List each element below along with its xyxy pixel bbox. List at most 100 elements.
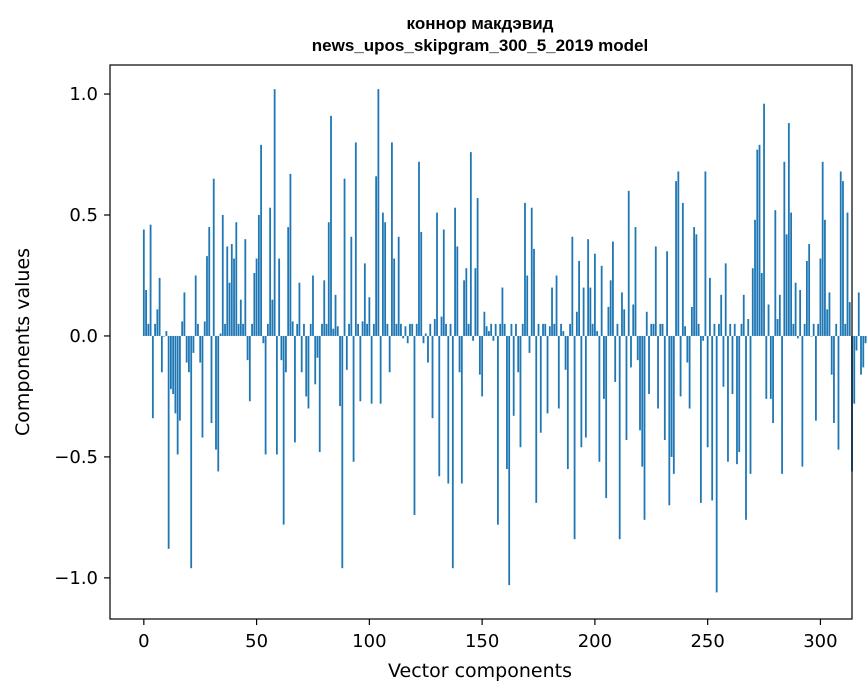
bar <box>578 260 580 336</box>
bar <box>145 289 147 336</box>
bar <box>352 335 355 462</box>
bar <box>776 319 779 336</box>
bar <box>415 323 418 336</box>
bar <box>255 258 258 336</box>
bar <box>772 335 774 424</box>
bar <box>670 335 673 457</box>
bar <box>711 335 714 501</box>
bar <box>593 253 596 336</box>
bar <box>729 323 732 336</box>
bar <box>237 323 240 336</box>
y-axis-label: Components values <box>12 248 34 436</box>
bar <box>158 277 161 336</box>
bar <box>598 335 601 462</box>
bar <box>375 176 378 336</box>
bar <box>327 222 330 336</box>
bar <box>160 335 163 373</box>
bar <box>190 335 193 569</box>
bar <box>693 227 696 336</box>
bar <box>359 335 362 402</box>
bar <box>751 268 754 336</box>
bar <box>645 311 648 336</box>
y-tick-label: 0.0 <box>69 326 98 347</box>
bar <box>411 323 414 336</box>
bar <box>235 222 238 336</box>
bar <box>519 335 522 448</box>
bar <box>253 273 256 336</box>
bar <box>684 326 686 336</box>
bar <box>440 316 443 336</box>
bar <box>709 277 711 336</box>
bar <box>679 335 682 397</box>
x-axis-label: Vector components <box>388 660 572 682</box>
bar <box>314 335 317 385</box>
bar <box>431 335 434 419</box>
bar <box>607 306 610 336</box>
bar <box>672 335 675 474</box>
bar <box>409 323 411 336</box>
bar <box>627 190 630 336</box>
y-axis-ticks: −1.0 −0.5 0.0 0.5 1.0 <box>54 84 110 589</box>
bar <box>476 198 479 336</box>
bar <box>582 287 585 336</box>
x-tick-label: 150 <box>465 631 499 652</box>
bar <box>769 335 772 399</box>
bar <box>600 265 603 336</box>
bar <box>819 258 822 336</box>
bar <box>233 258 235 336</box>
bar <box>264 335 267 455</box>
bar <box>690 306 693 336</box>
bar <box>808 244 811 336</box>
bar <box>815 335 817 421</box>
bar <box>463 280 465 336</box>
bar <box>212 178 215 336</box>
bar <box>510 323 513 336</box>
bar <box>368 297 371 336</box>
bar <box>406 335 409 344</box>
bar <box>862 335 865 368</box>
bar <box>244 239 247 336</box>
bar <box>677 171 680 336</box>
bar <box>783 161 786 336</box>
bar <box>508 335 511 586</box>
bar <box>485 326 488 336</box>
bar <box>623 309 626 336</box>
bar <box>530 207 533 336</box>
bar <box>275 335 278 455</box>
bar <box>650 323 653 336</box>
x-tick-label: 100 <box>352 631 386 652</box>
bar <box>325 323 328 336</box>
bar <box>742 294 745 336</box>
bar <box>278 258 281 336</box>
bar <box>467 323 470 336</box>
bar <box>219 333 222 336</box>
bar <box>562 331 565 336</box>
bar <box>413 335 416 515</box>
bar <box>564 335 567 370</box>
bar <box>857 292 860 336</box>
bar <box>402 335 405 339</box>
bar <box>199 335 202 363</box>
bar <box>794 282 797 336</box>
bar <box>357 323 359 336</box>
bar <box>343 178 346 336</box>
bar <box>318 335 321 453</box>
bar <box>381 212 384 336</box>
bar <box>805 260 808 336</box>
bar <box>427 335 429 363</box>
bar <box>686 335 689 363</box>
bar <box>501 287 504 336</box>
bar <box>490 323 493 336</box>
chart-subtitle: news_upos_skipgram_300_5_2019 model <box>312 36 648 55</box>
bar <box>824 219 826 336</box>
bar <box>796 335 799 339</box>
bar <box>654 246 657 336</box>
bar <box>864 335 867 344</box>
bar <box>663 335 666 440</box>
bar <box>774 210 777 336</box>
bar <box>201 335 204 438</box>
bar <box>614 335 617 382</box>
bar <box>298 282 301 336</box>
bar <box>465 268 468 336</box>
bar <box>544 323 547 336</box>
